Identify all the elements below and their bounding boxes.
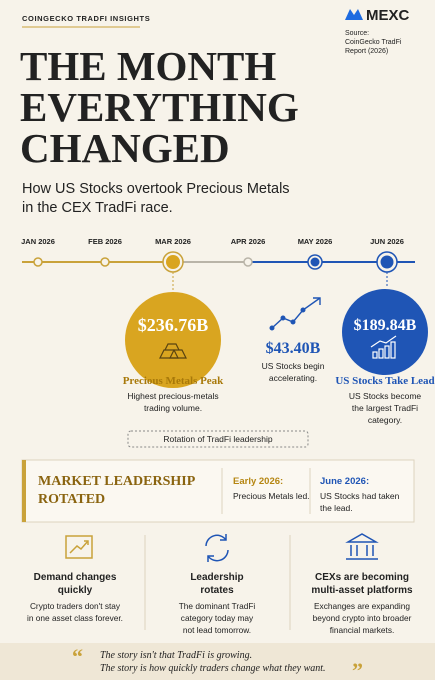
june-text: US Stocks had taken bbox=[320, 491, 400, 501]
title-line: EVERYTHING bbox=[20, 84, 299, 130]
card-title: quickly bbox=[58, 585, 93, 596]
bar-chart-icon bbox=[370, 335, 397, 359]
peak-description: trading volume. bbox=[144, 403, 202, 413]
month-label: JUN 2026 bbox=[370, 237, 404, 246]
timeline-node bbox=[33, 257, 43, 267]
early-label: Early 2026: bbox=[233, 476, 283, 487]
timeline-node bbox=[310, 257, 320, 267]
card-text: The dominant TradFi bbox=[179, 601, 256, 611]
rotation-box bbox=[127, 430, 309, 448]
quote-mark: ” bbox=[352, 658, 363, 680]
card-title: rotates bbox=[200, 585, 234, 596]
quote-line: The story isn't that TradFi is growing. bbox=[100, 650, 252, 661]
brand-name: MEXC bbox=[366, 7, 410, 24]
source-line: CoinGecko TradFi bbox=[345, 39, 402, 46]
peak-label: Precious Metals Peak bbox=[123, 375, 224, 387]
acceleration-value: $43.40B bbox=[266, 340, 321, 357]
month-label: FEB 2026 bbox=[88, 237, 122, 246]
card-icon bbox=[65, 535, 93, 559]
subtitle-line: in the CEX TradFi race. bbox=[22, 200, 173, 216]
source-line: Report (2026) bbox=[345, 48, 388, 55]
month-label: JAN 2026 bbox=[21, 237, 55, 246]
source-line: Source: bbox=[345, 30, 369, 37]
quote-line: The story is how quickly traders change … bbox=[100, 663, 326, 674]
timeline-node bbox=[243, 257, 253, 267]
card-text: category today may bbox=[181, 613, 254, 623]
subtitle-line: How US Stocks overtook Precious Metals bbox=[22, 181, 290, 197]
leadership-box bbox=[21, 459, 415, 523]
peak-value: $236.76B bbox=[138, 315, 209, 335]
lead-circle bbox=[342, 289, 428, 375]
acceleration-description: US Stocks begin bbox=[262, 361, 325, 371]
lead-label: US Stocks Take Lead bbox=[335, 375, 434, 387]
timeline-node bbox=[100, 257, 110, 267]
card-title: multi-asset platforms bbox=[311, 585, 413, 596]
month-label: APR 2026 bbox=[231, 237, 266, 246]
leadership-title: MARKET LEADERSHIP bbox=[38, 474, 196, 489]
trend-icon bbox=[269, 297, 321, 331]
card-title: CEXs are becoming bbox=[315, 572, 409, 583]
card-text: beyond crypto into broader bbox=[313, 613, 412, 623]
lead-value: $189.84B bbox=[354, 317, 417, 334]
card-text: Crypto traders don't stay bbox=[30, 601, 121, 611]
lead-description: the largest TradFi bbox=[352, 403, 418, 413]
header-label: COINGECKO TRADFI INSIGHTS bbox=[22, 14, 150, 23]
gold-bars-icon bbox=[159, 343, 187, 359]
lead-description: category. bbox=[368, 415, 402, 425]
rotation-note: Rotation of TradFi leadership bbox=[163, 434, 272, 444]
leadership-title: ROTATED bbox=[38, 492, 105, 507]
card-text: Exchanges are expanding bbox=[314, 601, 410, 611]
timeline: JAN 2026 FEB 2026 MAR 2026 APR 2026 MAY 2026… bbox=[21, 237, 415, 273]
lead-description: US Stocks become bbox=[349, 391, 422, 401]
card-title: Demand changes bbox=[34, 572, 117, 583]
brand-logo bbox=[345, 9, 363, 20]
peak-circle bbox=[125, 292, 221, 388]
quote-band bbox=[0, 643, 435, 680]
acceleration-description: accelerating. bbox=[269, 373, 317, 383]
peak-description: Highest precious-metals bbox=[127, 391, 218, 401]
card-text: in one asset class forever. bbox=[27, 613, 123, 623]
card-title: Leadership bbox=[190, 572, 243, 583]
june-text: the lead. bbox=[320, 503, 353, 513]
cards: Demand changes quickly Crypto traders don'… bbox=[27, 572, 413, 635]
title-line: THE MONTH bbox=[20, 43, 276, 89]
card-icon bbox=[205, 534, 229, 562]
title-line: CHANGED bbox=[20, 125, 230, 171]
quote-mark: “ bbox=[72, 644, 83, 669]
card-text: financial markets. bbox=[330, 625, 395, 635]
june-label: June 2026: bbox=[320, 476, 369, 487]
timeline-node bbox=[380, 255, 394, 269]
leadership-accent bbox=[22, 460, 26, 522]
month-label: MAY 2026 bbox=[298, 237, 333, 246]
card-text: not lead tomorrow. bbox=[183, 625, 251, 635]
month-label: MAR 2026 bbox=[155, 237, 191, 246]
card-icon bbox=[345, 533, 379, 560]
timeline-node bbox=[166, 255, 180, 269]
early-text: Precious Metals led. bbox=[233, 491, 310, 501]
